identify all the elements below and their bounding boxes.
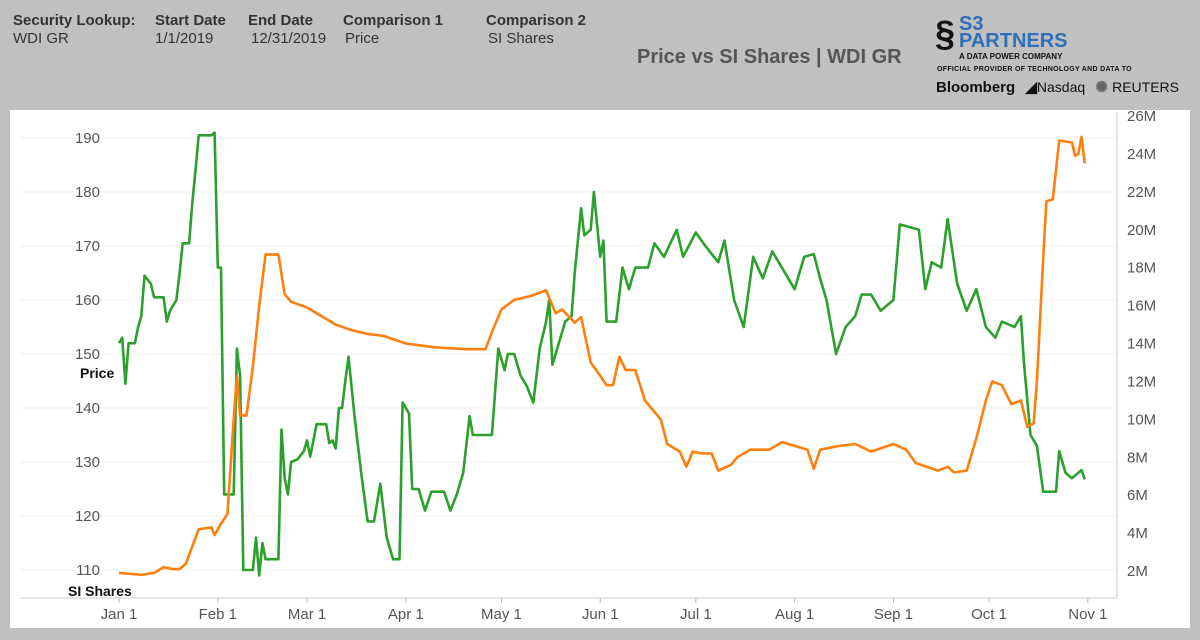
x-tick-label: Jan 1: [101, 606, 138, 623]
y-right-tick-label: 16M: [1127, 298, 1156, 315]
x-tick-label: Aug 1: [775, 606, 814, 623]
field-value: Price: [345, 30, 380, 47]
field-label: Security Lookup:: [13, 12, 136, 29]
x-tick-label: Mar 1: [288, 606, 326, 623]
y-left-tick-label: 110: [76, 562, 100, 579]
y-right-tick-label: 10M: [1127, 411, 1156, 428]
nasdaq-icon: ◢: [1025, 79, 1037, 96]
field-value: WDI GR: [13, 30, 69, 47]
y-left-tick-label: 120: [75, 508, 100, 525]
y-right-tick-label: 22M: [1127, 184, 1156, 201]
chart-plot-area: [10, 110, 1190, 628]
y-right-tick-label: 14M: [1127, 336, 1156, 353]
x-tick-label: Apr 1: [388, 606, 424, 623]
x-tick-label: Nov 1: [1068, 606, 1107, 623]
nasdaq-logo: Nasdaq: [1036, 79, 1086, 95]
field-label: Start Date: [155, 12, 226, 29]
y-right-tick-label: 24M: [1127, 146, 1156, 163]
y-right-tick-label: 26M: [1127, 108, 1156, 125]
bloomberg-logo: Bloomberg: [936, 79, 1016, 96]
y-left-tick-label: 190: [75, 130, 100, 147]
x-tick-label: Feb 1: [199, 606, 237, 623]
y-left-tick-label: 170: [75, 238, 100, 255]
y-right-tick-label: 18M: [1127, 260, 1156, 277]
field-comparison-2[interactable]: Comparison 2 SI Shares: [486, 12, 586, 48]
field-value: 12/31/2019: [251, 30, 327, 47]
logo-partners: Bloomberg ◢Nasdaq ✺ REUTERS: [936, 78, 1179, 97]
y-left-tick-label: 180: [75, 184, 100, 201]
field-security-lookup[interactable]: Security Lookup: WDI GR: [13, 12, 136, 48]
reuters-logo: REUTERS: [1112, 79, 1179, 95]
logo-brand: S3 PARTNERS: [959, 13, 1068, 52]
price-line: [117, 131, 1086, 577]
y-right-tick-label: 2M: [1127, 563, 1148, 580]
x-tick-label: May 1: [481, 606, 522, 623]
chart-title: Price vs SI Shares | WDI GR: [637, 46, 902, 68]
price-series-label: Price: [80, 365, 114, 381]
field-end-date[interactable]: End Date 12/31/2019: [248, 12, 326, 48]
x-tick-label: Jul 1: [680, 606, 712, 623]
si-shares-series-label: SI Shares: [68, 583, 132, 599]
field-value: 1/1/2019: [155, 30, 214, 47]
y-left-tick-label: 160: [75, 292, 100, 309]
y-right-tick-label: 6M: [1127, 487, 1148, 504]
field-start-date[interactable]: Start Date 1/1/2019: [155, 12, 226, 48]
field-label: Comparison 2: [486, 12, 587, 29]
field-label: End Date: [248, 12, 314, 29]
field-value: SI Shares: [488, 30, 554, 47]
x-tick-label: Oct 1: [971, 606, 1007, 623]
y-right-tick-label: 8M: [1127, 449, 1148, 466]
logo-provider-text: OFFICIAL PROVIDER OF TECHNOLOGY AND DATA…: [937, 66, 1132, 73]
y-left-tick-label: 130: [75, 454, 100, 471]
y-right-tick-label: 20M: [1127, 222, 1156, 239]
reuters-icon: ✺: [1095, 79, 1108, 96]
x-tick-label: Sep 1: [874, 606, 913, 623]
field-label: Comparison 1: [343, 12, 444, 29]
x-tick-label: Jun 1: [582, 606, 619, 623]
y-right-tick-label: 12M: [1127, 373, 1156, 390]
y-left-tick-label: 140: [75, 400, 100, 417]
s3-mark-icon: §: [935, 13, 956, 54]
si-shares-line: [118, 135, 1086, 577]
y-right-tick-label: 4M: [1127, 525, 1148, 542]
y-left-tick-label: 150: [75, 346, 100, 363]
field-comparison-1[interactable]: Comparison 1 Price: [343, 12, 443, 48]
s3-partners-logo: § S3 PARTNERS A DATA POWER COMPANY OFFIC…: [933, 14, 1195, 98]
logo-tagline: A DATA POWER COMPANY: [959, 52, 1063, 61]
